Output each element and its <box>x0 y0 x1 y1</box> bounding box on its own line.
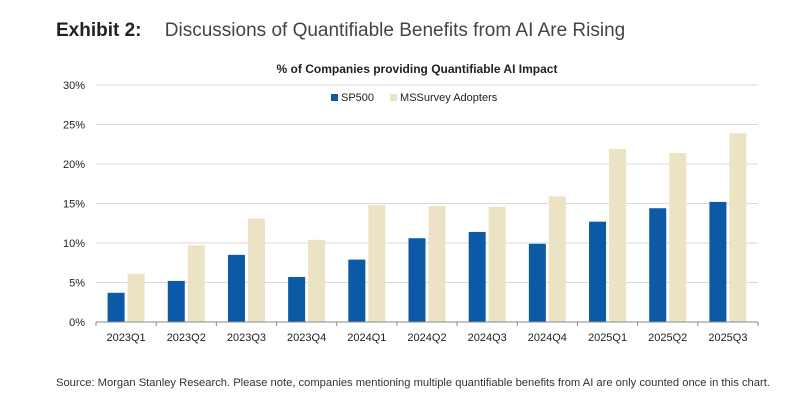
bar-sp500-2024Q4 <box>528 243 546 322</box>
y-tick-label: 20% <box>63 159 85 171</box>
legend-label-mssurvey: MSSurvey Adopters <box>400 92 498 104</box>
bar-mssurvey-2025Q1 <box>609 148 627 322</box>
bar-mssurvey-2025Q3 <box>729 133 747 322</box>
gridlines <box>96 84 758 283</box>
x-tick-label: 2025Q3 <box>708 332 747 344</box>
bar-mssurvey-2024Q1 <box>368 205 386 322</box>
x-tick-label: 2024Q2 <box>407 332 446 344</box>
y-tick-label: 10% <box>63 238 85 250</box>
x-tick-label: 2023Q1 <box>107 332 146 344</box>
x-tick-label: 2023Q3 <box>227 332 266 344</box>
bar-mssurvey-2023Q2 <box>187 245 205 322</box>
x-tick-label: 2023Q4 <box>287 332 326 344</box>
y-tick-label: 25% <box>63 120 85 132</box>
bar-mssurvey-2024Q3 <box>488 206 506 322</box>
bar-sp500-2025Q3 <box>709 201 727 322</box>
exhibit-heading: Exhibit 2: Discussions of Quantifiable B… <box>56 20 625 42</box>
source-note: Source: Morgan Stanley Research. Please … <box>56 377 770 389</box>
bar-sp500-2025Q2 <box>649 208 667 322</box>
legend-swatch-sp500 <box>331 94 338 101</box>
chart-title: % of Companies providing Quantifiable AI… <box>277 62 558 76</box>
legend-label-sp500: SP500 <box>341 92 374 104</box>
x-tick-label: 2025Q2 <box>648 332 687 344</box>
y-tick-label: 0% <box>69 317 85 329</box>
bar-sp500-2023Q2 <box>167 280 185 322</box>
x-tick-label: 2023Q2 <box>167 332 206 344</box>
bar-mssurvey-2024Q2 <box>428 205 446 322</box>
legend-swatch-mssurvey <box>390 94 398 101</box>
bar-sp500-2024Q1 <box>348 259 366 322</box>
bar-chart: % of Companies providing Quantifiable AI… <box>63 62 759 344</box>
y-tick-label: 5% <box>69 278 85 290</box>
axes: 0% 5% 10% 15% 20% 25% 30% 2023Q1 2023Q2 2023Q3 202… <box>63 80 759 344</box>
bar-sp500-2023Q4 <box>288 276 306 322</box>
bar-mssurvey-2023Q4 <box>308 239 326 322</box>
bar-mssurvey-2025Q2 <box>669 152 687 322</box>
bars <box>107 133 747 322</box>
x-tick-label: 2025Q1 <box>588 332 627 344</box>
legend: SP500 MSSurvey Adopters <box>331 92 498 104</box>
bar-sp500-2024Q3 <box>468 231 486 322</box>
bar-sp500-2024Q2 <box>408 238 426 322</box>
y-tick-label: 30% <box>63 80 85 92</box>
bar-sp500-2023Q1 <box>107 292 125 322</box>
bar-sp500-2025Q1 <box>589 221 607 322</box>
exhibit-title: Discussions of Quantifiable Benefits fro… <box>164 20 626 41</box>
bar-mssurvey-2023Q1 <box>127 273 145 322</box>
bar-sp500-2023Q3 <box>227 254 245 322</box>
y-tick-label: 15% <box>63 199 85 211</box>
x-tick-label: 2024Q3 <box>468 332 507 344</box>
exhibit-label: Exhibit 2: <box>56 20 142 41</box>
bar-mssurvey-2024Q4 <box>548 196 566 322</box>
x-tick-label: 2024Q1 <box>347 332 386 344</box>
x-tick-label: 2024Q4 <box>528 332 567 344</box>
bar-mssurvey-2023Q3 <box>247 218 265 322</box>
